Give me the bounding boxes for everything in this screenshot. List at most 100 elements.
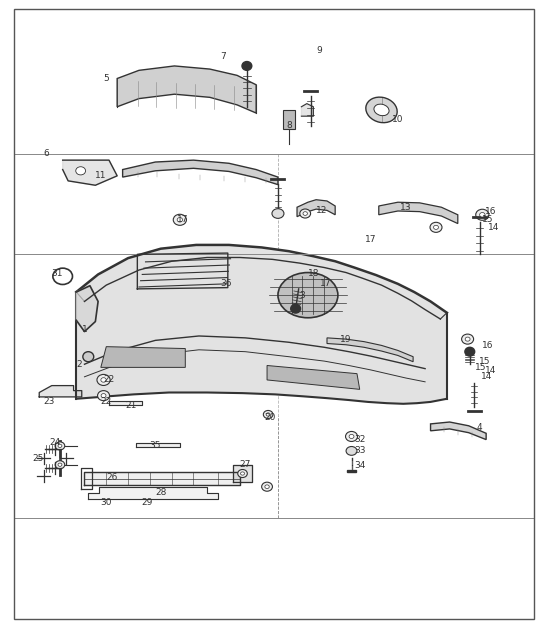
- Ellipse shape: [434, 225, 438, 229]
- Text: 26: 26: [106, 473, 117, 482]
- Text: 25: 25: [33, 454, 44, 463]
- Polygon shape: [84, 472, 240, 485]
- Polygon shape: [136, 443, 180, 447]
- Text: 27: 27: [240, 460, 251, 469]
- Ellipse shape: [76, 167, 86, 175]
- Polygon shape: [63, 160, 117, 185]
- Text: 32: 32: [354, 435, 365, 444]
- PathPatch shape: [431, 422, 486, 440]
- Ellipse shape: [465, 347, 475, 356]
- Text: 23: 23: [44, 398, 54, 406]
- PathPatch shape: [379, 202, 458, 224]
- Text: 17: 17: [177, 215, 189, 224]
- Text: 15: 15: [479, 357, 491, 365]
- Text: 22: 22: [104, 376, 114, 384]
- PathPatch shape: [123, 160, 278, 185]
- Ellipse shape: [262, 482, 272, 491]
- Text: 16: 16: [485, 207, 496, 216]
- Ellipse shape: [98, 391, 110, 401]
- Text: 9: 9: [316, 46, 322, 55]
- Ellipse shape: [290, 305, 300, 313]
- Ellipse shape: [101, 377, 106, 382]
- Ellipse shape: [97, 374, 110, 386]
- Ellipse shape: [240, 472, 245, 475]
- Ellipse shape: [238, 470, 247, 477]
- Bar: [283, 110, 295, 129]
- Polygon shape: [233, 465, 252, 482]
- Text: 19: 19: [340, 335, 352, 344]
- Ellipse shape: [55, 442, 65, 450]
- Text: 5: 5: [104, 74, 109, 83]
- Text: 31: 31: [51, 269, 63, 278]
- Polygon shape: [39, 386, 82, 397]
- Text: 36: 36: [220, 279, 232, 288]
- Ellipse shape: [462, 334, 474, 344]
- PathPatch shape: [76, 245, 447, 404]
- Ellipse shape: [177, 217, 183, 222]
- Ellipse shape: [366, 97, 397, 122]
- PathPatch shape: [327, 338, 413, 362]
- Ellipse shape: [300, 209, 311, 218]
- Polygon shape: [88, 487, 218, 499]
- PathPatch shape: [101, 347, 185, 367]
- Ellipse shape: [58, 444, 62, 448]
- Ellipse shape: [263, 411, 273, 418]
- Text: 20: 20: [264, 413, 275, 422]
- PathPatch shape: [267, 365, 360, 389]
- Text: 29: 29: [142, 498, 153, 507]
- Ellipse shape: [173, 214, 186, 225]
- Text: 4: 4: [477, 423, 482, 431]
- Text: 15: 15: [475, 363, 487, 372]
- Ellipse shape: [374, 104, 389, 116]
- Ellipse shape: [346, 447, 357, 455]
- Ellipse shape: [465, 337, 470, 341]
- Ellipse shape: [272, 208, 284, 219]
- Ellipse shape: [83, 352, 94, 362]
- Text: 14: 14: [481, 372, 492, 381]
- Text: 11: 11: [95, 171, 107, 180]
- Ellipse shape: [430, 222, 442, 232]
- Polygon shape: [301, 104, 313, 116]
- PathPatch shape: [117, 66, 256, 113]
- Ellipse shape: [476, 209, 489, 220]
- Text: 21: 21: [125, 401, 136, 409]
- Text: 17: 17: [365, 236, 377, 244]
- Text: 12: 12: [316, 206, 327, 215]
- Text: 14: 14: [488, 223, 499, 232]
- Text: 13: 13: [400, 203, 412, 212]
- Ellipse shape: [266, 413, 270, 416]
- Text: 34: 34: [354, 462, 365, 470]
- Text: 3: 3: [300, 291, 305, 300]
- Text: 28: 28: [155, 489, 166, 497]
- Polygon shape: [109, 401, 142, 405]
- Text: 14: 14: [485, 366, 496, 375]
- Text: 6: 6: [44, 149, 49, 158]
- Bar: [347, 470, 356, 472]
- Text: 22: 22: [101, 398, 112, 406]
- Text: 24: 24: [49, 438, 60, 447]
- Ellipse shape: [101, 394, 106, 398]
- Polygon shape: [76, 286, 98, 332]
- PathPatch shape: [297, 200, 335, 217]
- Text: 15: 15: [482, 215, 494, 224]
- Ellipse shape: [278, 273, 338, 318]
- Text: 2: 2: [76, 360, 82, 369]
- Ellipse shape: [58, 463, 62, 467]
- Text: 35: 35: [149, 441, 161, 450]
- Text: 30: 30: [100, 498, 112, 507]
- Ellipse shape: [265, 485, 269, 489]
- Ellipse shape: [303, 212, 307, 215]
- Text: 10: 10: [392, 115, 404, 124]
- Ellipse shape: [346, 431, 358, 441]
- Text: 33: 33: [354, 447, 366, 455]
- Ellipse shape: [480, 212, 485, 217]
- Ellipse shape: [55, 461, 65, 468]
- Ellipse shape: [349, 435, 354, 438]
- Text: 8: 8: [286, 121, 292, 130]
- Text: 7: 7: [221, 52, 226, 61]
- Text: 18: 18: [307, 269, 319, 278]
- Text: 17: 17: [320, 279, 332, 288]
- Ellipse shape: [242, 62, 252, 70]
- Text: 1: 1: [82, 325, 87, 334]
- Text: 16: 16: [482, 341, 494, 350]
